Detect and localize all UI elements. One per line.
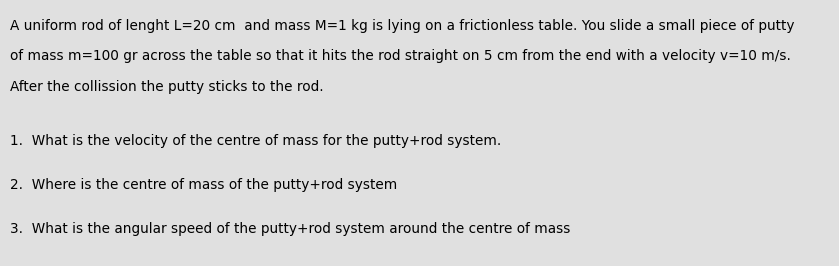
Text: After the collission the putty sticks to the rod.: After the collission the putty sticks to… [10,80,324,94]
Text: A uniform rod of lenght L=20 cm  and mass M=1 kg is lying on a frictionless tabl: A uniform rod of lenght L=20 cm and mass… [10,19,795,33]
Text: 2.  Where is the centre of mass of the putty+rod system: 2. Where is the centre of mass of the pu… [10,178,398,192]
Text: of mass m=100 gr across the table so that it hits the rod straight on 5 cm from : of mass m=100 gr across the table so tha… [10,49,791,63]
Text: 1.  What is the velocity of the centre of mass for the putty+rod system.: 1. What is the velocity of the centre of… [10,134,502,148]
Text: 3.  What is the angular speed of the putty+rod system around the centre of mass: 3. What is the angular speed of the putt… [10,222,571,236]
